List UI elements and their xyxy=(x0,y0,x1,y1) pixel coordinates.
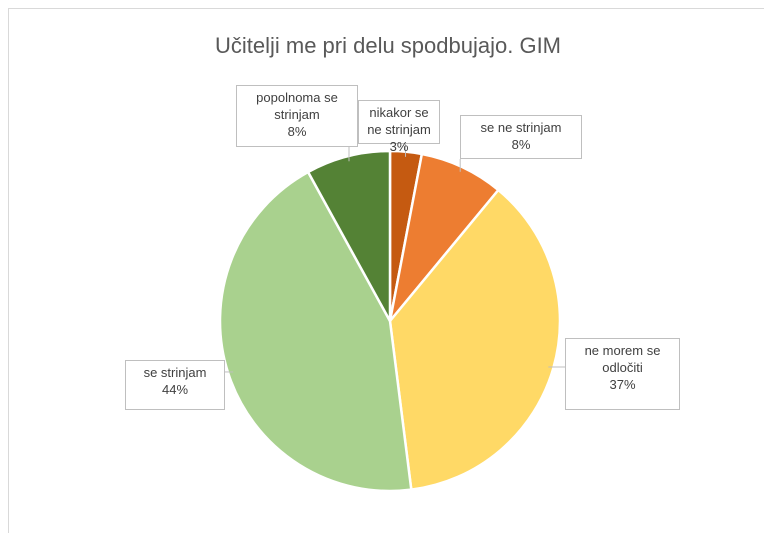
data-label: se ne strinjam 8% xyxy=(460,115,582,159)
value-label: 8% xyxy=(511,137,531,152)
category-label: ne morem se odločiti xyxy=(584,343,661,375)
chart-frame xyxy=(8,8,764,533)
data-label: ne morem se odločiti 37% xyxy=(565,338,680,410)
chart-title: Učitelji me pri delu spodbujajo. GIM xyxy=(215,33,561,58)
pie-slice xyxy=(306,149,392,322)
data-label: se strinjam 44% xyxy=(125,360,225,410)
category-label: nikakor se ne strinjam xyxy=(367,105,431,137)
category-label: se strinjam xyxy=(143,365,207,380)
value-label: 37% xyxy=(609,377,636,392)
category-label: se ne strinjam xyxy=(480,120,562,135)
data-label: nikakor se ne strinjam 3% xyxy=(358,100,440,154)
pie-slice xyxy=(388,188,562,492)
pie-slice xyxy=(218,170,413,493)
value-label: 44% xyxy=(161,382,189,397)
data-label: popolnoma se strinjam 8% xyxy=(236,85,358,147)
value-label: 8% xyxy=(287,124,307,139)
value-label: 3% xyxy=(389,139,409,154)
category-label: popolnoma se strinjam xyxy=(256,90,338,122)
